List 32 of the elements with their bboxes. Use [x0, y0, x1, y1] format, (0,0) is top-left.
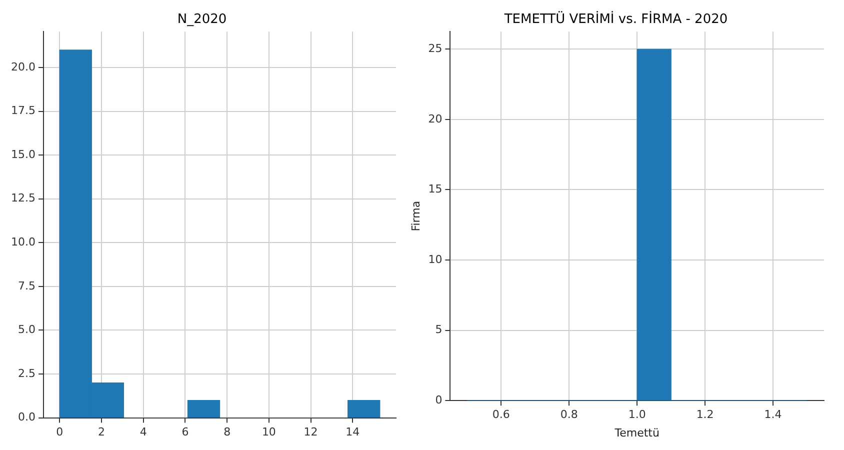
y-tick-label: 20.0	[10, 60, 36, 74]
x-tick-label: 0.8	[560, 408, 578, 422]
y-tick-label: 15	[428, 182, 442, 196]
y-tick-label: 2.5	[18, 366, 36, 380]
x-tick-label: 0.6	[492, 408, 510, 422]
chart-title: TEMETTÜ VERİMİ vs. FİRMA - 2020	[503, 11, 728, 28]
x-tick-label: 1.2	[696, 408, 714, 422]
y-tick-label: 0	[435, 393, 442, 406]
x-tick-label: 1.4	[764, 408, 782, 422]
y-tick-label: 10.0	[10, 236, 36, 249]
x-tick-label: 0	[56, 425, 64, 438]
y-tick-label: 17.5	[10, 104, 36, 118]
y-tick-label: 15.0	[10, 148, 36, 161]
x-tick-label: 6	[182, 425, 189, 438]
x-tick-label: 4	[140, 425, 147, 438]
chart-title: N_2020	[177, 12, 227, 28]
y-axis-title: Firma	[409, 200, 422, 232]
x-tick-label: 2	[98, 425, 105, 438]
y-tick-label: 7.5	[18, 279, 36, 292]
x-tick-label: 14	[346, 425, 360, 438]
x-axis-title: Temettü	[614, 426, 660, 440]
y-tick-label: 0.0	[18, 410, 36, 424]
y-tick-label: 20	[428, 112, 442, 126]
y-tick-label: 5	[435, 323, 442, 336]
y-tick-label: 25	[428, 42, 442, 56]
x-tick-label: 8	[224, 425, 231, 438]
x-tick-label: 1.0	[628, 408, 646, 422]
x-tick-label: 12	[304, 425, 318, 438]
y-tick-label: 12.5	[10, 192, 36, 205]
y-tick-label: 5.0	[18, 323, 36, 336]
x-tick-label: 10	[262, 425, 276, 438]
y-tick-label: 10	[428, 252, 442, 266]
